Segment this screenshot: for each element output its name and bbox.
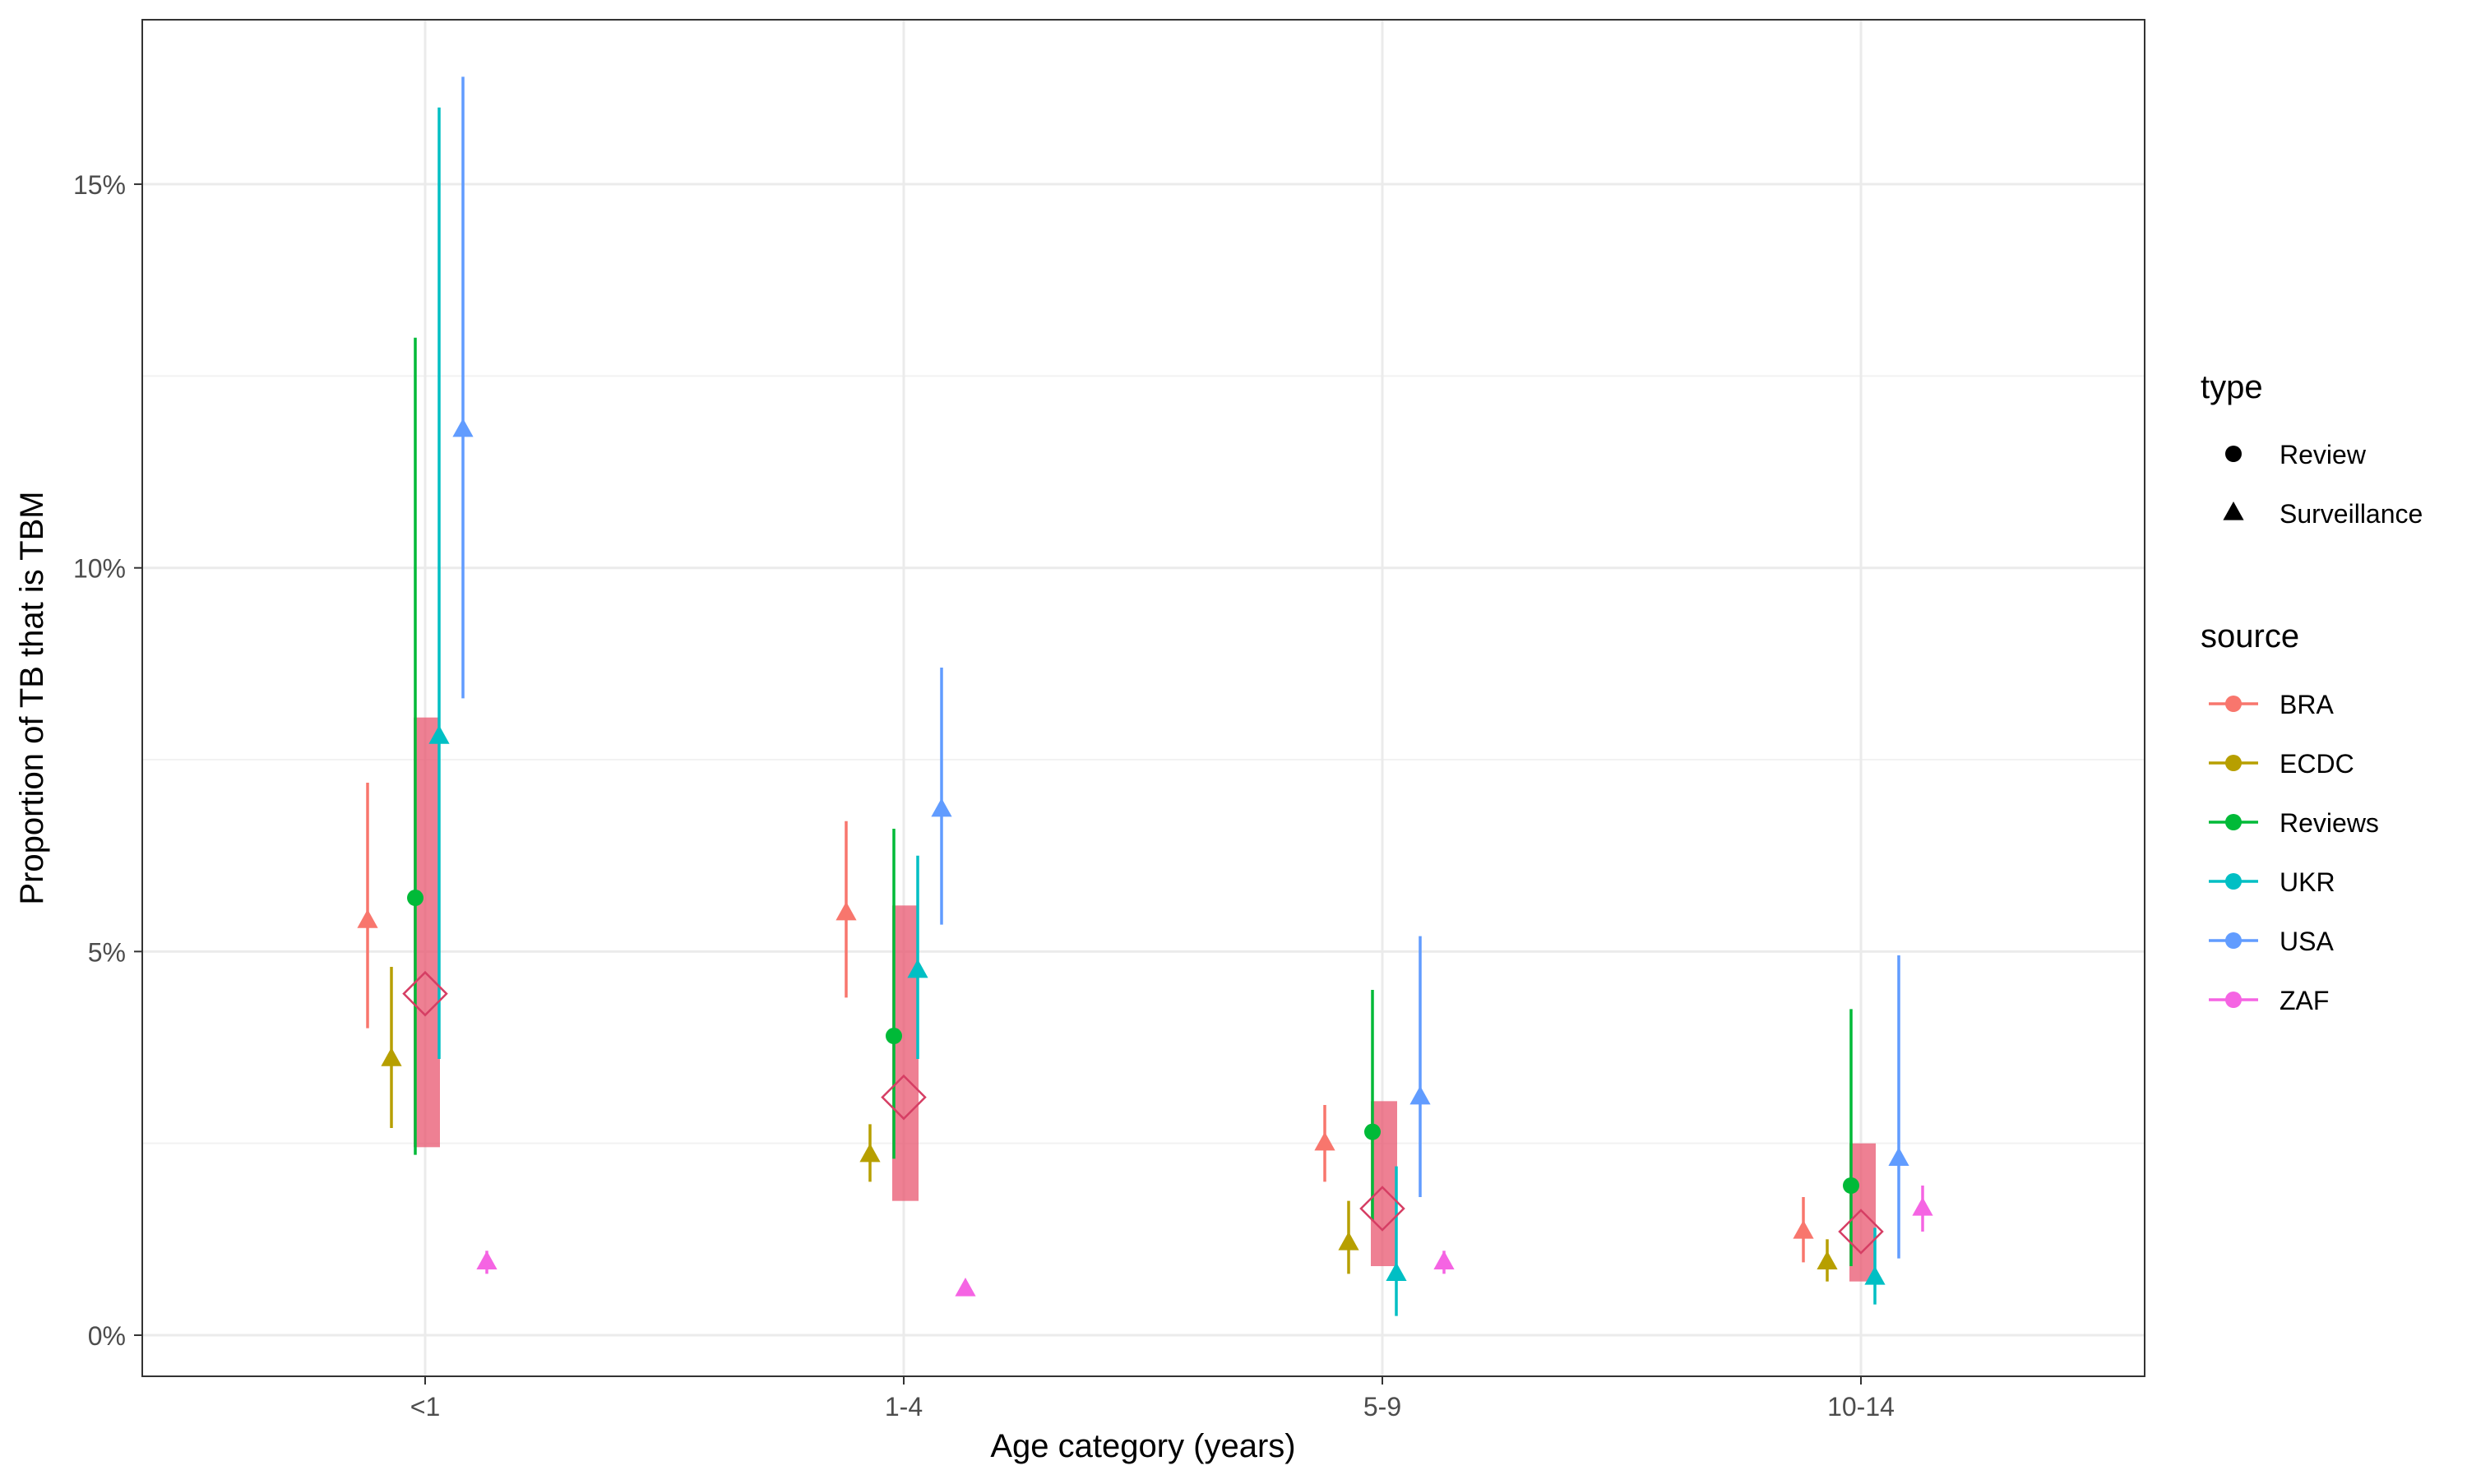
point-ukr — [428, 725, 450, 744]
legend-key-review — [2225, 446, 2242, 462]
point-reviews — [1364, 1123, 1381, 1140]
x-tick-label: 1-4 — [885, 1392, 923, 1422]
legend-entries: Review Surveillance BRA ECDC Reviews UKR USA ZA… — [2209, 440, 2423, 1015]
legend-type-title: type — [2201, 369, 2263, 405]
pooled-estimate-diamond — [881, 1074, 927, 1121]
x-tick-label: 10-14 — [1827, 1392, 1895, 1422]
pooled-bar-layer — [414, 717, 1876, 1282]
point-ecdc — [1338, 1232, 1359, 1251]
point-bra — [835, 901, 857, 921]
point-usa — [931, 797, 952, 817]
point-zaf — [476, 1251, 498, 1270]
legend-source-label: BRA — [2280, 690, 2334, 719]
legend-source-label: Reviews — [2280, 808, 2379, 838]
pooled-interval-bar — [414, 717, 440, 1148]
point-usa — [1888, 1147, 1909, 1167]
legend-key-dot-ecdc — [2225, 755, 2242, 771]
legend-key-dot-bra — [2225, 696, 2242, 712]
x-axis-title: Age category (years) — [990, 1428, 1295, 1464]
pooled-estimate-diamond — [1838, 1209, 1884, 1255]
point-reviews — [886, 1028, 902, 1045]
point-ukr — [1386, 1262, 1407, 1282]
axis-layer: 0% 5% 10% 15% <1 1-4 5-9 10-14 — [73, 170, 1895, 1422]
point-usa — [452, 418, 474, 437]
x-tick-label: <1 — [410, 1392, 440, 1422]
point-bra — [1314, 1131, 1335, 1151]
y-tick-label: 5% — [88, 937, 126, 967]
point-ecdc — [381, 1047, 402, 1066]
point-zaf — [955, 1278, 976, 1297]
legend-source-label: ZAF — [2280, 986, 2329, 1015]
legend-key-dot-ukr — [2225, 873, 2242, 890]
point-ukr — [907, 959, 928, 978]
pooled-interval-bar — [892, 905, 919, 1201]
point-zaf — [1433, 1251, 1455, 1270]
y-axis-title: Proportion of TB that is TBM — [14, 491, 50, 904]
point-zaf — [1912, 1197, 1933, 1216]
point-usa — [1409, 1085, 1431, 1105]
series-layer — [357, 76, 1933, 1316]
y-tick-label: 0% — [88, 1321, 126, 1351]
legend-source-label: USA — [2280, 927, 2334, 956]
y-tick-label: 10% — [73, 554, 126, 584]
legend-key-dot-usa — [2225, 932, 2242, 949]
point-bra — [357, 909, 378, 928]
legend-type-label: Review — [2280, 440, 2367, 469]
legend-key-dot-reviews — [2225, 814, 2242, 830]
legend-key-dot-zaf — [2225, 992, 2242, 1008]
point-reviews — [407, 890, 424, 907]
legend-source-label: ECDC — [2280, 749, 2354, 779]
point-ukr — [1864, 1266, 1886, 1285]
x-tick-label: 5-9 — [1363, 1392, 1401, 1422]
panel-border — [141, 19, 2145, 1377]
point-bra — [1793, 1220, 1814, 1239]
pooled-point-layer — [402, 970, 1884, 1255]
legend-key-surveillance — [2223, 502, 2244, 520]
legend: type source ReviewSurveillanceBRAECDCRev… — [2201, 369, 2423, 1015]
point-reviews — [1843, 1177, 1859, 1195]
legend-type-label: Surveillance — [2280, 499, 2423, 529]
pooled-estimate-diamond — [402, 970, 448, 1017]
legend-source-label: UKR — [2280, 867, 2335, 897]
point-ecdc — [859, 1143, 881, 1163]
point-ecdc — [1817, 1251, 1838, 1270]
legend-source-title: source — [2201, 618, 2299, 654]
pooled-estimate-diamond — [1359, 1186, 1405, 1232]
y-tick-label: 15% — [73, 170, 126, 200]
